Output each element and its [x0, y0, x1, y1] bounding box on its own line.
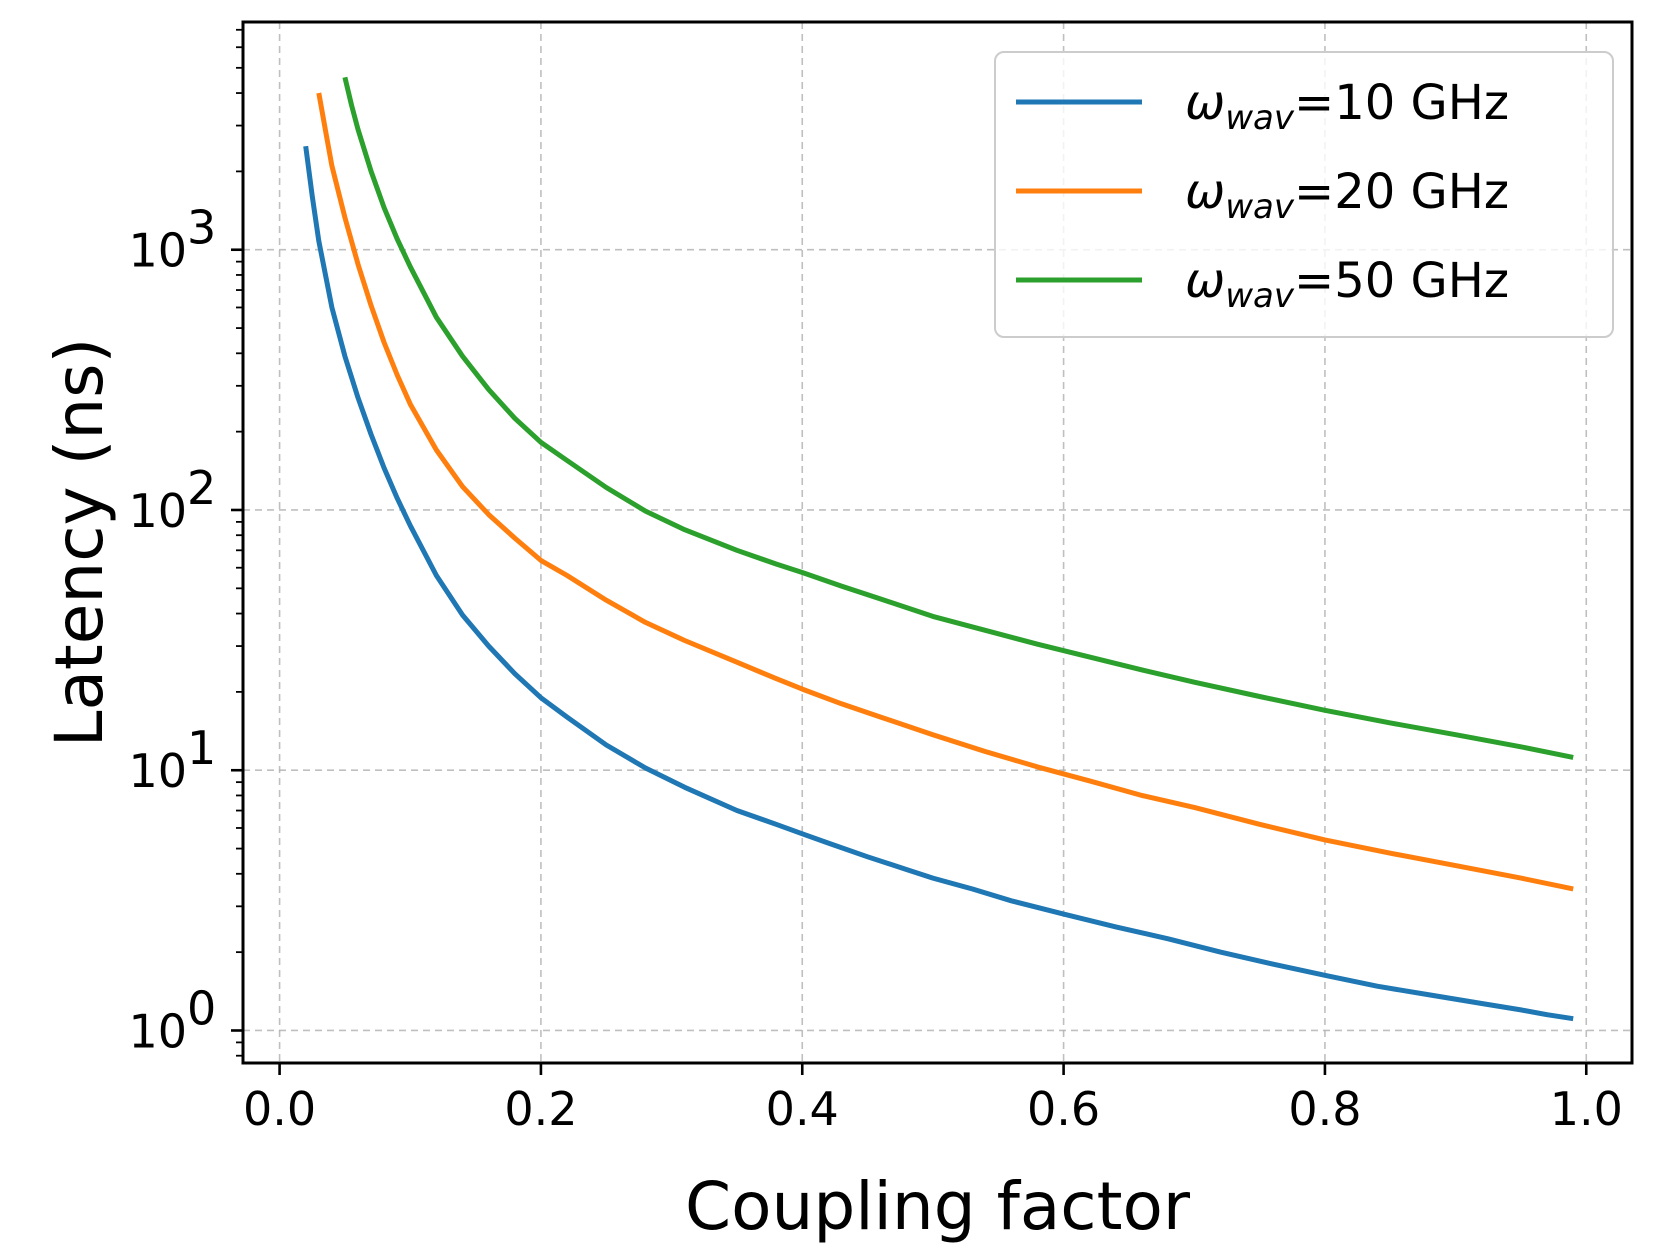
- y-tick-exponent: 1: [187, 721, 216, 775]
- y-tick-exponent: 3: [187, 201, 216, 255]
- tick-layer: [231, 28, 1588, 1075]
- plot-frame: [241, 20, 1634, 1065]
- x-tick-label: 1.0: [1550, 1082, 1623, 1136]
- legend: ωwav=10 GHz ωwav=20 GHz ωwav=50 GHz: [994, 51, 1614, 338]
- x-axis-label: Coupling factor: [685, 1168, 1191, 1245]
- legend-frame: [994, 51, 1614, 338]
- legend-label-2: ωwav=20 GHz: [1185, 164, 1509, 227]
- y-tick-exponent: 2: [187, 461, 216, 515]
- y-axis-label: Latency (ns): [41, 338, 118, 748]
- y-tick-exponent: 0: [187, 981, 216, 1035]
- x-tick-label: 0.6: [1027, 1082, 1100, 1136]
- x-tick-label: 0.4: [766, 1082, 839, 1136]
- series-layer: [303, 76, 1574, 1022]
- y-tick-label: 10: [128, 1004, 187, 1058]
- legend-label-3: ωwav=50 GHz: [1185, 253, 1509, 316]
- x-tick-label: 0.2: [504, 1082, 577, 1136]
- y-tick-label: 10: [128, 744, 187, 798]
- x-tick-label: 0.8: [1288, 1082, 1361, 1136]
- series-line-2: [316, 92, 1574, 892]
- series-line-1: [303, 145, 1574, 1022]
- legend-label-1: ωwav=10 GHz: [1185, 75, 1509, 138]
- series-line-3: [342, 76, 1574, 760]
- y-tick-label: 10: [128, 224, 187, 278]
- y-tick-label: 10: [128, 484, 187, 538]
- x-tick-label: 0.0: [243, 1082, 316, 1136]
